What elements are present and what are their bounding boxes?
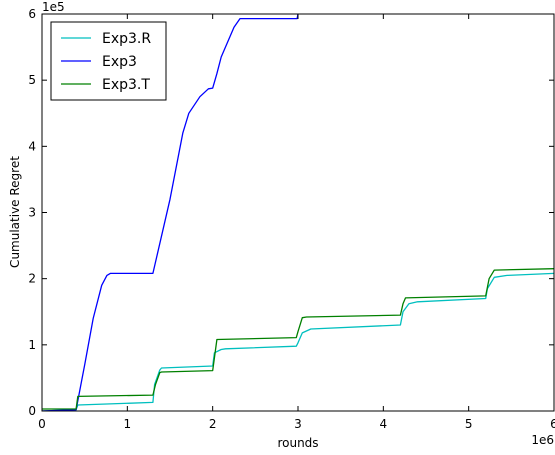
x-tick-label: 1 xyxy=(124,417,132,431)
y-axis-label: Cumulative Regret xyxy=(8,156,22,268)
series-line-exp3-r xyxy=(42,272,554,411)
y-tick-label: 4 xyxy=(28,139,36,153)
y-tick-label: 1 xyxy=(28,338,36,352)
legend-label: Exp3.T xyxy=(102,77,150,93)
x-axis-label: rounds xyxy=(277,436,318,450)
plot-lines xyxy=(42,14,554,411)
y-tick-label: 0 xyxy=(28,404,36,418)
y-tick-label: 3 xyxy=(28,206,36,220)
x-tick-label: 2 xyxy=(209,417,217,431)
series-line-exp3-t xyxy=(42,268,554,410)
x-tick-label: 0 xyxy=(38,417,46,431)
y-tick-label: 2 xyxy=(28,272,36,286)
axis-ticks: 0 1 2 3 4 5 6 0 1 2 3 4 5 6 xyxy=(28,7,555,431)
y-tick-label: 6 xyxy=(28,7,36,21)
x-tick-label: 4 xyxy=(380,417,388,431)
series-line-exp3 xyxy=(42,14,299,411)
legend-label: Exp3 xyxy=(102,54,137,70)
x-tick-label: 3 xyxy=(294,417,302,431)
y-tick-label: 5 xyxy=(28,73,36,87)
x-axis-offset-label: 1e6 xyxy=(531,433,554,447)
y-axis-offset-label: 1e5 xyxy=(42,0,65,14)
legend: Exp3.R Exp3 Exp3.T xyxy=(50,21,167,101)
legend-label: Exp3.R xyxy=(102,31,151,47)
x-tick-label: 5 xyxy=(465,417,473,431)
x-tick-label: 6 xyxy=(550,417,555,431)
